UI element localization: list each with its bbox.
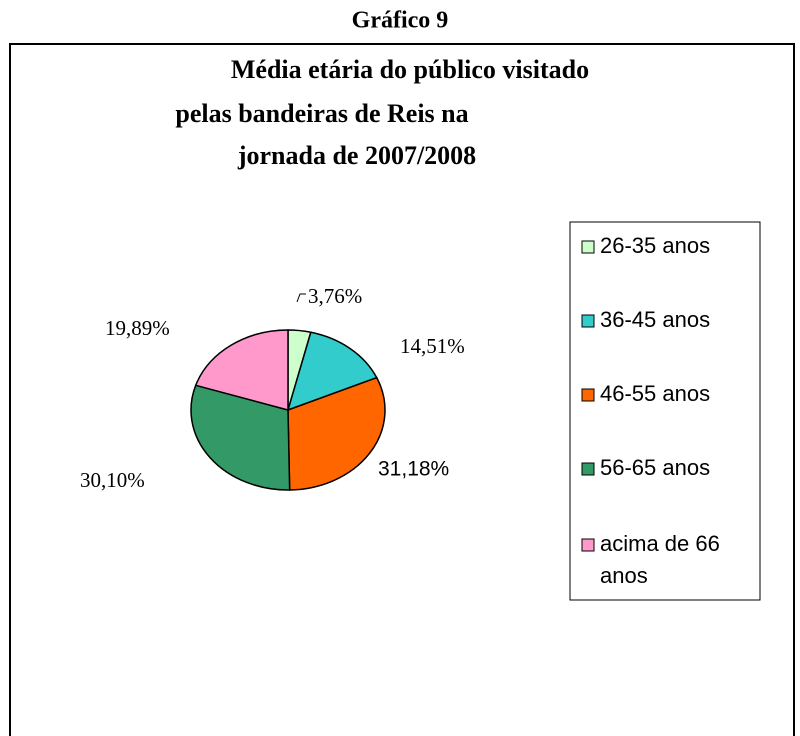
heading: Gráfico 9 bbox=[352, 8, 449, 34]
data-label: 31,18% bbox=[378, 458, 449, 481]
pie-slice bbox=[286, 331, 378, 412]
legend-label: 56-65 anos bbox=[600, 455, 710, 480]
pie-slice bbox=[287, 376, 386, 491]
legend-swatch bbox=[581, 538, 595, 552]
data-label: 19,89% bbox=[105, 316, 170, 340]
legend-label: 36-45 anos bbox=[600, 307, 710, 332]
data-label: 30,10% bbox=[80, 468, 145, 492]
legend-swatch bbox=[581, 240, 595, 254]
chart-title: pelas bandeiras de Reis na bbox=[175, 99, 468, 128]
pie-slice bbox=[190, 384, 291, 491]
legend-frame bbox=[569, 221, 761, 601]
chart-title: Média etária do público visitado bbox=[231, 55, 589, 84]
chart-title: jornada de 2007/2008 bbox=[237, 141, 476, 170]
legend-swatch bbox=[581, 388, 595, 402]
data-label: 3,76% bbox=[308, 284, 362, 308]
legend-label: 26-35 anos bbox=[600, 233, 710, 258]
legend-label: 46-55 anos bbox=[600, 381, 710, 406]
pie-slice bbox=[194, 329, 289, 411]
data-label: 14,51% bbox=[400, 334, 465, 358]
legend-label: acima de 66 anos bbox=[600, 531, 720, 588]
legend-swatch bbox=[581, 314, 595, 328]
leader-line bbox=[296, 293, 306, 303]
legend-swatch bbox=[581, 462, 595, 476]
